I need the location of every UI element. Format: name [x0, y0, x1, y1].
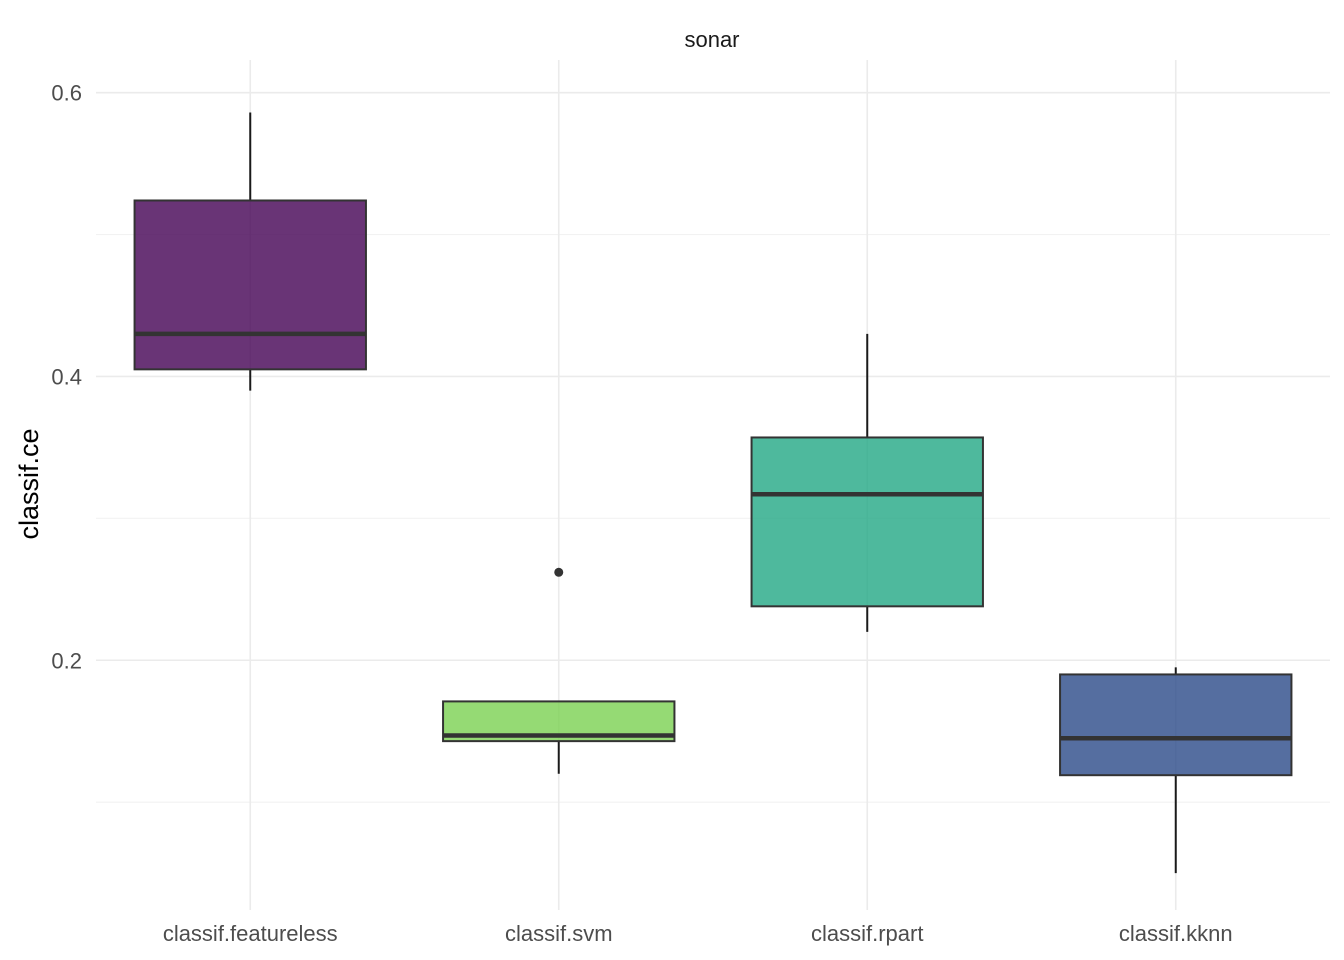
y-axis-ticks: 0.2 0.4 0.6	[51, 81, 82, 674]
box-classif.kknn	[1059, 667, 1293, 874]
box-body	[1059, 673, 1293, 777]
x-tick-label: classif.kknn	[1119, 921, 1233, 946]
box-classif.svm	[442, 567, 676, 774]
x-axis-ticks: classif.featureless classif.svm classif.rp…	[163, 921, 1233, 946]
y-tick-label: 0.2	[51, 648, 82, 673]
y-tick-label: 0.6	[51, 81, 82, 106]
grid-lines	[96, 60, 1330, 910]
x-tick-label: classif.svm	[505, 921, 613, 946]
box-classif.featureless	[133, 112, 367, 391]
boxes	[133, 112, 1293, 874]
box-classif.rpart	[750, 333, 984, 632]
y-axis-title: classif.ce	[14, 428, 44, 539]
facet-strip-label: sonar	[684, 27, 739, 52]
box-body	[750, 436, 984, 608]
x-tick-label: classif.rpart	[811, 921, 923, 946]
x-tick-label: classif.featureless	[163, 921, 338, 946]
outlier-point	[554, 567, 564, 577]
box-body	[133, 199, 367, 371]
y-tick-label: 0.4	[51, 364, 82, 389]
